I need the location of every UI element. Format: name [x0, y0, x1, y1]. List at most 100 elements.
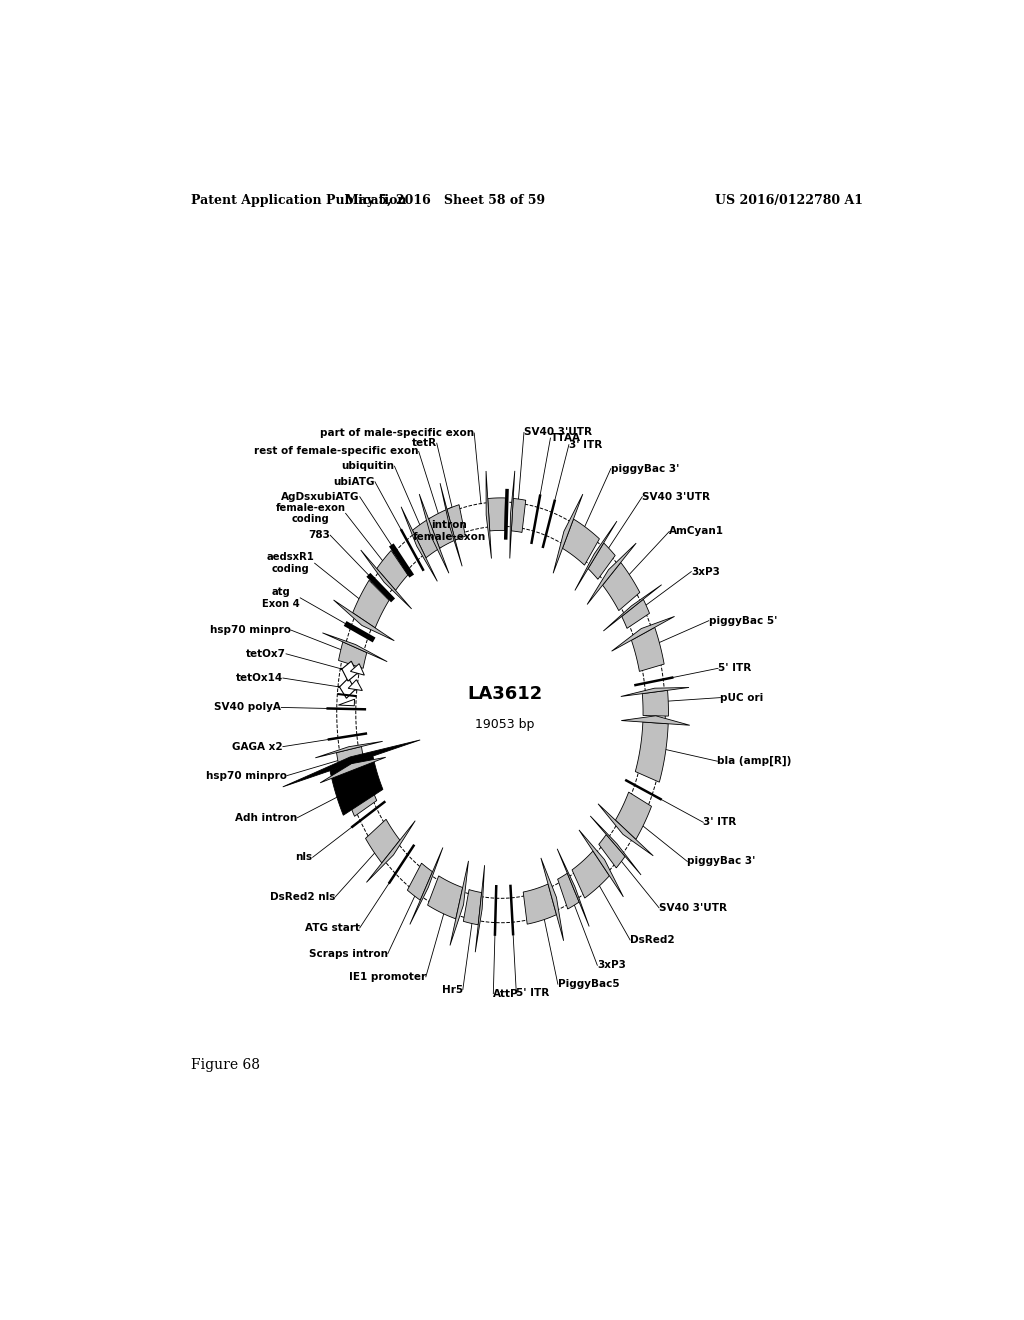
Polygon shape	[342, 661, 357, 681]
Polygon shape	[579, 830, 624, 896]
Text: bla (amp[R]): bla (amp[R])	[718, 756, 792, 767]
Polygon shape	[511, 499, 525, 532]
Polygon shape	[603, 585, 662, 631]
Text: ATG start: ATG start	[305, 923, 359, 933]
Text: May 5, 2016   Sheet 58 of 59: May 5, 2016 Sheet 58 of 59	[345, 194, 546, 207]
Polygon shape	[572, 851, 609, 898]
Polygon shape	[323, 632, 387, 661]
Polygon shape	[408, 863, 432, 900]
Text: US 2016/0122780 A1: US 2016/0122780 A1	[715, 194, 863, 207]
Polygon shape	[611, 616, 675, 651]
Polygon shape	[463, 890, 481, 925]
Polygon shape	[321, 758, 386, 783]
Text: aedsxR1
coding: aedsxR1 coding	[267, 552, 314, 574]
Polygon shape	[413, 517, 441, 558]
Text: 3' ITR: 3' ITR	[569, 440, 602, 450]
Polygon shape	[487, 498, 506, 531]
Polygon shape	[360, 550, 412, 609]
Text: SV40 3'UTR: SV40 3'UTR	[659, 903, 727, 913]
Polygon shape	[510, 471, 515, 558]
Text: 3' ITR: 3' ITR	[703, 817, 736, 828]
Polygon shape	[340, 678, 355, 698]
Text: Scraps intron: Scraps intron	[309, 949, 388, 958]
Polygon shape	[642, 690, 669, 715]
Polygon shape	[440, 483, 462, 566]
Polygon shape	[429, 507, 460, 548]
Polygon shape	[622, 599, 649, 628]
Text: ubiATG: ubiATG	[334, 477, 375, 487]
Polygon shape	[410, 847, 443, 924]
Text: rest of female-specific exon: rest of female-specific exon	[254, 446, 419, 457]
Polygon shape	[587, 543, 636, 605]
Polygon shape	[450, 861, 469, 945]
Polygon shape	[334, 601, 394, 640]
Polygon shape	[419, 494, 449, 573]
Polygon shape	[598, 804, 653, 855]
Text: SV40 3'UTR: SV40 3'UTR	[524, 428, 592, 437]
Polygon shape	[339, 642, 367, 668]
Polygon shape	[447, 504, 466, 540]
Polygon shape	[283, 741, 420, 787]
Text: SV40 polyA: SV40 polyA	[214, 702, 282, 713]
Text: PiggyBac5: PiggyBac5	[558, 979, 620, 989]
Text: Adh intron: Adh intron	[234, 813, 297, 822]
Text: 19053 bp: 19053 bp	[475, 718, 535, 731]
Polygon shape	[523, 884, 556, 924]
Text: intron
female-exon: intron female-exon	[413, 520, 485, 541]
Polygon shape	[632, 627, 665, 672]
Text: TTAA: TTAA	[551, 433, 581, 444]
Text: AttP: AttP	[494, 989, 519, 999]
Text: GAGA x2: GAGA x2	[232, 742, 283, 751]
Text: LA3612: LA3612	[467, 685, 543, 704]
Polygon shape	[621, 688, 689, 697]
Text: pUC ori: pUC ori	[721, 693, 764, 702]
Text: atg
Exon 4: atg Exon 4	[262, 587, 300, 609]
Polygon shape	[557, 849, 589, 927]
Polygon shape	[486, 471, 492, 558]
Polygon shape	[635, 722, 669, 783]
Polygon shape	[622, 715, 690, 725]
Text: piggyBac 5': piggyBac 5'	[709, 615, 777, 626]
Polygon shape	[377, 550, 408, 590]
Polygon shape	[367, 821, 416, 882]
Polygon shape	[341, 766, 377, 816]
Text: 5' ITR: 5' ITR	[516, 989, 550, 998]
Polygon shape	[588, 543, 615, 579]
Text: AmCyan1: AmCyan1	[670, 527, 724, 536]
Polygon shape	[428, 876, 463, 919]
Text: ubiquitin: ubiquitin	[341, 461, 394, 471]
Text: tetOx14: tetOx14	[236, 673, 283, 682]
Polygon shape	[337, 747, 365, 771]
Text: piggyBac 3': piggyBac 3'	[611, 463, 679, 474]
Polygon shape	[350, 664, 365, 675]
Text: piggyBac 3': piggyBac 3'	[687, 857, 756, 866]
Text: SV40 3'UTR: SV40 3'UTR	[642, 492, 711, 502]
Polygon shape	[599, 834, 625, 869]
Text: DsRed2 nls: DsRed2 nls	[269, 892, 335, 902]
Polygon shape	[330, 756, 383, 816]
Text: Hr5: Hr5	[441, 985, 463, 994]
Polygon shape	[315, 742, 383, 758]
Text: nls: nls	[296, 853, 312, 862]
Polygon shape	[348, 680, 362, 690]
Polygon shape	[541, 858, 563, 941]
Text: Figure 68: Figure 68	[191, 1057, 260, 1072]
Polygon shape	[602, 562, 640, 611]
Text: 783: 783	[308, 531, 330, 540]
Text: DsRed2: DsRed2	[630, 935, 675, 945]
Text: IE1 promoter: IE1 promoter	[349, 972, 426, 982]
Polygon shape	[615, 792, 651, 840]
Text: AgDsxubiATG: AgDsxubiATG	[282, 492, 359, 502]
Text: hsp70 minpro: hsp70 minpro	[206, 771, 287, 780]
Polygon shape	[366, 820, 400, 863]
Text: part of male-specific exon: part of male-specific exon	[321, 428, 474, 438]
Polygon shape	[590, 816, 641, 875]
Polygon shape	[401, 507, 437, 581]
Polygon shape	[553, 494, 583, 573]
Text: tetR: tetR	[412, 438, 437, 449]
Text: 3xP3: 3xP3	[691, 566, 720, 577]
Text: 3xP3: 3xP3	[597, 960, 627, 970]
Polygon shape	[558, 874, 580, 909]
Text: Patent Application Publication: Patent Application Publication	[191, 194, 407, 207]
Text: 5' ITR: 5' ITR	[718, 664, 752, 673]
